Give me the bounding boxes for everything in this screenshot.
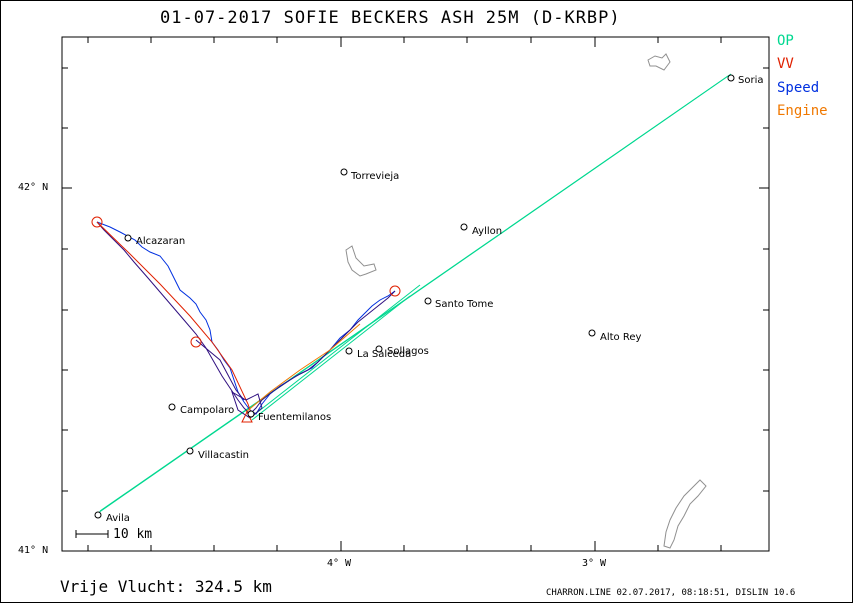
legend-op: OP bbox=[777, 33, 794, 49]
op-leg-2 bbox=[99, 75, 729, 512]
legend-vv: VV bbox=[777, 56, 794, 72]
speed-track bbox=[96, 221, 396, 415]
track-loop-1 bbox=[195, 339, 245, 401]
op-leg-4 bbox=[251, 295, 411, 421]
lon-label-3w: 3° W bbox=[582, 558, 607, 569]
distance-text: Vrije Vlucht: 324.5 km bbox=[60, 577, 272, 596]
turnpoints bbox=[91, 216, 401, 423]
town-la-salceda: La Salceda bbox=[357, 349, 412, 360]
scale-label: 10 km bbox=[113, 527, 153, 542]
legend-speed: Speed bbox=[777, 80, 820, 96]
lat-label-42: 42° N bbox=[18, 182, 49, 193]
town-avila: Avila bbox=[106, 513, 130, 524]
lon-label-4w: 4° W bbox=[327, 558, 352, 569]
flight-track bbox=[96, 221, 396, 419]
tick-marks bbox=[62, 37, 769, 551]
reservoir-southeast bbox=[663, 479, 707, 549]
lat-label-41: 41° N bbox=[18, 545, 49, 556]
turnpoint-3 bbox=[389, 285, 401, 297]
town-alto-rey: Alto Rey bbox=[600, 332, 642, 343]
op-lines bbox=[97, 73, 732, 514]
town-villacastin: Villacastin bbox=[198, 450, 249, 461]
town-soria: Soria bbox=[738, 75, 764, 86]
turnpoint-1 bbox=[91, 216, 103, 228]
town-ayllon: Ayllon bbox=[472, 226, 503, 237]
legend-engine: Engine bbox=[777, 103, 828, 119]
footer-credit: CHARRON.LINE 02.07.2017, 08:18:51, DISLI… bbox=[546, 588, 796, 598]
town-campolaro: Campolaro bbox=[180, 405, 235, 416]
reservoir-north bbox=[647, 53, 671, 71]
plot-border bbox=[61, 36, 770, 552]
town-markers bbox=[94, 74, 735, 519]
track-knot bbox=[231, 390, 263, 419]
main-track bbox=[96, 221, 396, 415]
town-alcazaran: Alcazaran bbox=[136, 236, 186, 247]
op-leg-3 bbox=[249, 284, 421, 419]
vv-track bbox=[96, 221, 253, 417]
town-fuentemilanos: Fuentemilanos bbox=[258, 412, 332, 423]
chart-title: 01-07-2017 SOFIE BECKERS ASH 25M (D-KRBP… bbox=[160, 8, 621, 28]
turnpoint-2 bbox=[190, 336, 202, 348]
engine-track bbox=[245, 323, 361, 413]
town-santo-tome: Santo Tome bbox=[435, 299, 494, 310]
town-torrevieja: Torrevieja bbox=[351, 171, 400, 182]
town-sollagos: Sollagos bbox=[387, 346, 429, 357]
reservoirs bbox=[345, 53, 707, 549]
scale-bar bbox=[75, 530, 109, 538]
reservoir-center bbox=[345, 245, 377, 277]
